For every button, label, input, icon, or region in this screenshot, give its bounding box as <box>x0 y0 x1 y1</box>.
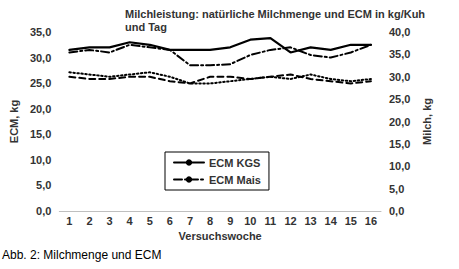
svg-text:25,0: 25,0 <box>30 77 51 89</box>
svg-text:6: 6 <box>167 215 173 227</box>
svg-text:5,0: 5,0 <box>389 183 404 195</box>
svg-text:40,0: 40,0 <box>389 26 410 38</box>
svg-text:15,0: 15,0 <box>30 128 51 140</box>
svg-text:0,0: 0,0 <box>389 205 404 217</box>
svg-text:15,0: 15,0 <box>389 138 410 150</box>
svg-text:15: 15 <box>345 215 357 227</box>
svg-text:10,0: 10,0 <box>389 160 410 172</box>
svg-text:5,0: 5,0 <box>36 179 51 191</box>
svg-text:12: 12 <box>284 215 296 227</box>
svg-text:9: 9 <box>227 215 233 227</box>
svg-text:11: 11 <box>265 215 277 227</box>
svg-text:20,0: 20,0 <box>389 116 410 128</box>
svg-text:2: 2 <box>86 215 92 227</box>
svg-text:16: 16 <box>365 215 377 227</box>
svg-text:30,0: 30,0 <box>30 52 51 64</box>
svg-text:20,0: 20,0 <box>30 103 51 115</box>
svg-text:10: 10 <box>244 215 256 227</box>
svg-text:Abb. 2: Milchmenge und ECM: Abb. 2: Milchmenge und ECM <box>2 248 161 262</box>
svg-text:25,0: 25,0 <box>389 93 410 105</box>
svg-text:8: 8 <box>207 215 213 227</box>
svg-text:Milch, kg: Milch, kg <box>421 98 433 145</box>
svg-text:30,0: 30,0 <box>389 71 410 83</box>
svg-text:4: 4 <box>127 215 134 227</box>
svg-text:ECM, kg: ECM, kg <box>8 100 20 143</box>
svg-text:und Tag: und Tag <box>125 21 167 33</box>
svg-text:10,0: 10,0 <box>30 154 51 166</box>
svg-text:5: 5 <box>147 215 153 227</box>
svg-text:14: 14 <box>325 215 338 227</box>
svg-text:35,0: 35,0 <box>30 26 51 38</box>
svg-text:1: 1 <box>66 215 72 227</box>
svg-text:7: 7 <box>187 215 193 227</box>
svg-text:3: 3 <box>107 215 113 227</box>
svg-text:13: 13 <box>305 215 317 227</box>
svg-text:35,0: 35,0 <box>389 48 410 60</box>
svg-text:ECM KGS: ECM KGS <box>209 157 260 169</box>
svg-text:Versuchswoche: Versuchswoche <box>179 230 262 242</box>
svg-text:ECM Mais: ECM Mais <box>209 174 261 186</box>
svg-text:Milchleistung: natürliche Milc: Milchleistung: natürliche Milchmenge und… <box>125 8 428 20</box>
svg-text:0,0: 0,0 <box>36 205 51 217</box>
